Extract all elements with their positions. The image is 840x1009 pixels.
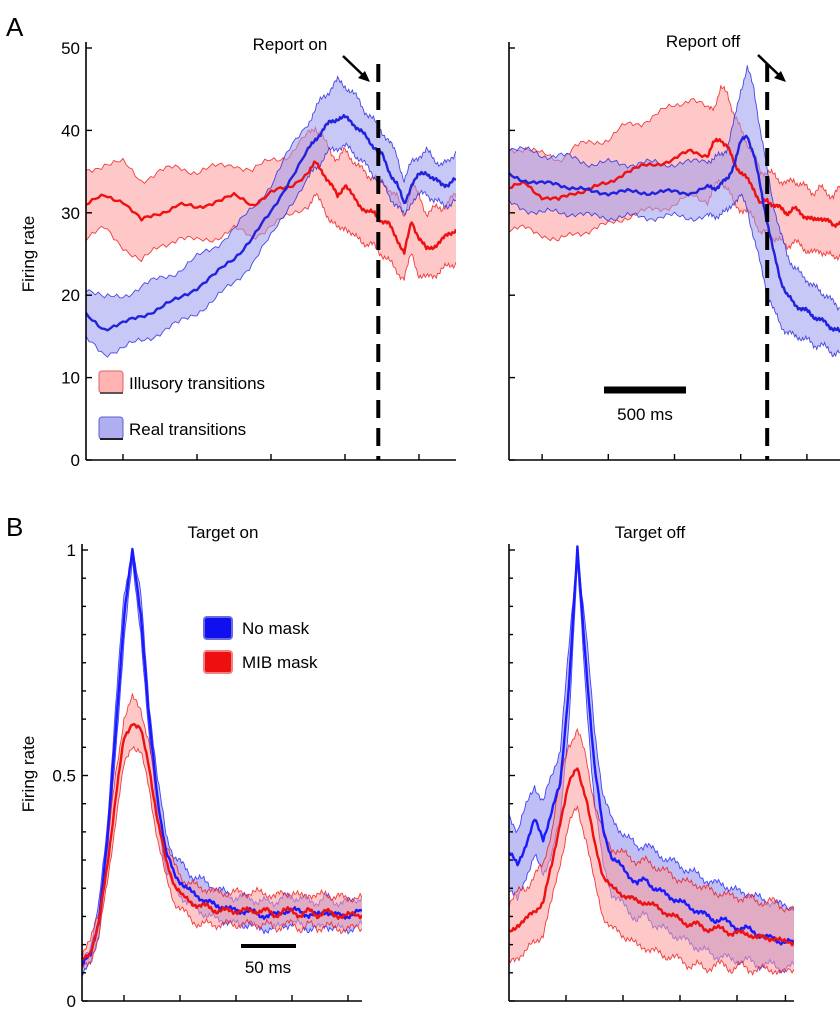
y-axis-label-a: Firing rate xyxy=(19,216,38,293)
trace-layer xyxy=(509,547,794,975)
scale-bar-50ms-label: 50 ms xyxy=(245,958,291,977)
report-on-label: Report on xyxy=(253,35,328,54)
scale-bar-500ms-label: 500 ms xyxy=(617,405,673,424)
legend-label-illusory: Illusory transitions xyxy=(129,374,265,393)
y-tick-label: 50 xyxy=(61,39,80,58)
chart-title-target-off: Target off xyxy=(615,523,686,542)
legend-swatch-illusory xyxy=(99,371,123,393)
plot-b-left: 00.51 xyxy=(52,541,362,1009)
y-tick-label: 1 xyxy=(67,541,76,560)
trace-layer xyxy=(509,65,840,356)
legend-swatch-no-mask xyxy=(204,617,232,639)
legend-swatch-real xyxy=(99,417,123,439)
panel-letter-a: A xyxy=(6,12,24,42)
plot-a-left: 0 10 20 30 40 50 xyxy=(61,39,456,470)
y-tick-label: 0.5 xyxy=(52,767,76,786)
trace-layer xyxy=(86,77,456,358)
legend-label-real: Real transitions xyxy=(129,420,246,439)
plot-b-right xyxy=(509,544,794,1001)
report-off-label: Report off xyxy=(666,32,741,51)
y-tick-label: 10 xyxy=(61,369,80,388)
y-tick-label: 30 xyxy=(61,204,80,223)
band-mib-mask xyxy=(82,694,362,968)
panel-letter-b: B xyxy=(6,512,23,542)
plot-a-right xyxy=(509,42,840,460)
trace-layer xyxy=(82,549,362,978)
legend-b: No mask MIB mask xyxy=(204,617,318,673)
y-tick-label: 20 xyxy=(61,286,80,305)
legend-swatch-mib-mask xyxy=(204,651,232,673)
y-tick-label: 40 xyxy=(61,121,80,140)
chart-title-target-on: Target on xyxy=(188,523,259,542)
legend-label-no-mask: No mask xyxy=(242,619,310,638)
y-axis-label-b: Firing rate xyxy=(19,736,38,813)
band-edge-lower-mib-mask xyxy=(82,747,362,968)
y-tick-label: 0 xyxy=(71,451,80,470)
legend-a: Illusory transitions Real transitions xyxy=(99,371,265,439)
legend-label-mib-mask: MIB mask xyxy=(242,653,318,672)
y-tick-label: 0 xyxy=(67,992,76,1009)
